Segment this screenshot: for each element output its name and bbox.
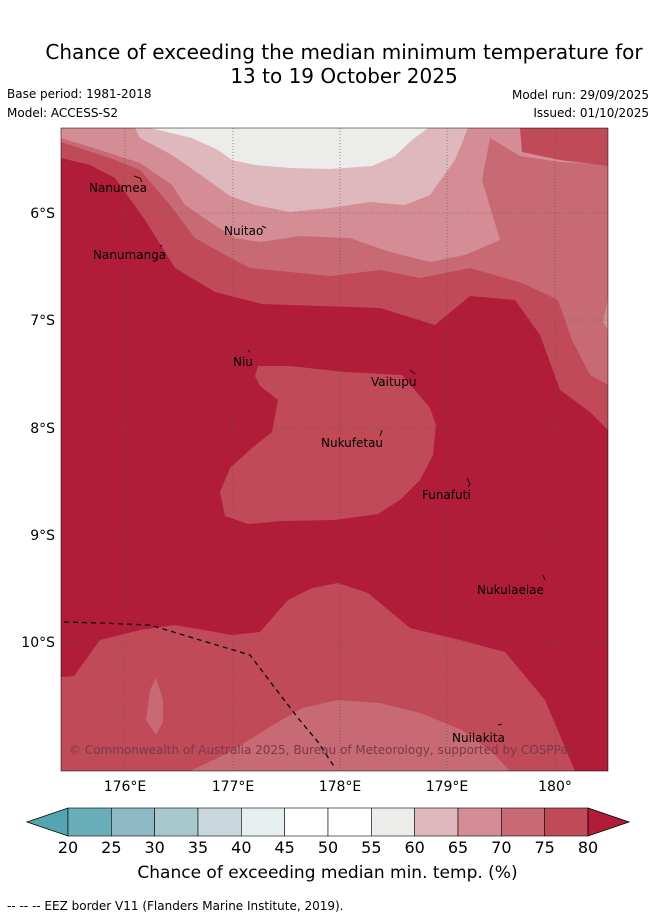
colorbar-label-75: 75 (534, 838, 554, 857)
lon-tick-177: 177°E (212, 779, 255, 795)
colorbar-label-30: 30 (144, 838, 164, 857)
colorbar-title: Chance of exceeding median min. temp. (%… (137, 863, 518, 883)
colorbar-bin-40 (241, 807, 285, 837)
colorbar-label-25: 25 (101, 838, 121, 857)
place-nanumea: Nanumea (89, 181, 147, 195)
title-line-2: 13 to 19 October 2025 (230, 64, 458, 88)
lat-tick-6s: 6°S (30, 206, 55, 222)
place-vaitupu: Vaitupu (371, 375, 417, 389)
lon-tick-176: 176°E (104, 779, 147, 795)
colorbar-bin-35 (197, 807, 242, 837)
island-marks (133, 175, 546, 726)
place-nuitao: Nuitao (224, 224, 263, 238)
colorbar-label-50: 50 (318, 838, 338, 857)
eez-footnote: -- -- -- EEZ border V11 (Flanders Marine… (7, 899, 344, 913)
lat-tick-8s: 8°S (30, 421, 55, 437)
lat-tick-10s: 10°S (21, 635, 55, 651)
issued-date: Issued: 01/10/2025 (533, 106, 649, 120)
colorbar-bin-75 (544, 807, 589, 837)
title-line-1: Chance of exceeding the median minimum t… (45, 40, 643, 64)
colorbar-label-55: 55 (361, 838, 381, 857)
colorbar-label-20: 20 (58, 838, 78, 857)
base-period: Base period: 1981-2018 (7, 87, 152, 101)
contour-field (61, 128, 608, 771)
colorbar-bin-20 (67, 807, 112, 837)
colorbar-label-60: 60 (404, 838, 424, 857)
colorbar-over-arrow (587, 807, 631, 837)
colorbar-label-35: 35 (188, 838, 208, 857)
place-niu: Niu (233, 355, 253, 369)
colorbar-label-70: 70 (491, 838, 511, 857)
colorbar-label-80: 80 (578, 838, 598, 857)
colorbar-bin-60 (414, 807, 459, 837)
colorbar: 20 25 30 35 40 45 50 55 60 65 70 75 80 (25, 807, 631, 857)
place-nukulaelae: Nukulaelae (477, 583, 544, 597)
longitude-ticks: 176°E 177°E 178°E 179°E 180° (104, 779, 572, 795)
colorbar-bin-65 (457, 807, 502, 837)
lon-tick-178: 178°E (319, 779, 362, 795)
latitude-ticks: 6°S 7°S 8°S 9°S 10°S (21, 206, 55, 651)
place-nanumanga: Nanumanga (93, 248, 166, 262)
colorbar-bin-25 (111, 807, 155, 837)
place-funafuti: Funafuti (422, 488, 471, 502)
colorbar-bin-30 (154, 807, 199, 837)
lon-tick-179: 179°E (426, 779, 469, 795)
eez-border (63, 621, 336, 769)
colorbar-bin-55 (371, 807, 415, 837)
place-nuilakita: Nuilakita (452, 731, 505, 745)
graticule (61, 128, 608, 771)
lat-tick-9s: 9°S (30, 528, 55, 544)
colorbar-bin-45 (284, 807, 329, 837)
place-nukufetau: Nukufetau (321, 436, 383, 450)
colorbar-label-65: 65 (448, 838, 468, 857)
map-title: Chance of exceeding the median minimum t… (0, 40, 655, 88)
lon-tick-180: 180° (538, 779, 572, 795)
model-run: Model run: 29/09/2025 (511, 88, 649, 102)
model-name: Model: ACCESS-S2 (7, 106, 119, 120)
colorbar-label-45: 45 (274, 838, 294, 857)
map-frame (60, 127, 609, 772)
lat-tick-7s: 7°S (30, 313, 55, 329)
colorbar-bin-70 (501, 807, 545, 837)
colorbar-under-arrow (25, 807, 69, 837)
colorbar-label-40: 40 (231, 838, 251, 857)
copyright-notice: © Commonwealth of Australia 2025, Bureau… (69, 743, 574, 757)
colorbar-bin-50 (327, 807, 372, 837)
